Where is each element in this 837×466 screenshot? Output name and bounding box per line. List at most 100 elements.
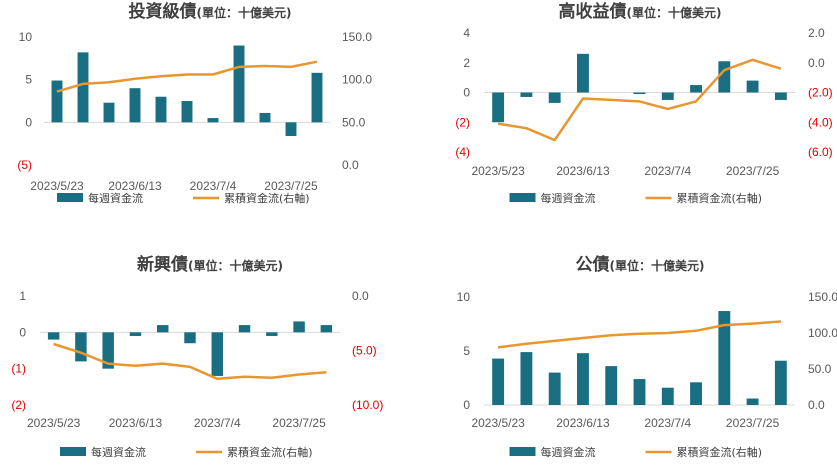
weekly-flow-bar: [293, 321, 305, 333]
legend-bar-label: 每週資金流: [91, 445, 146, 459]
x-tick-label: 2023/6/13: [109, 416, 163, 430]
weekly-flow-bar: [492, 358, 505, 405]
weekly-flow-bar: [520, 92, 533, 97]
y-left-tick-label: 1: [19, 289, 26, 303]
y-right-tick-label: 2.0: [808, 26, 825, 40]
y-right-tick-label: (4.0): [808, 115, 833, 129]
legend-line-label: 累積資金流(右軸): [677, 191, 763, 205]
y-right-tick-label: 150.0: [342, 30, 372, 44]
weekly-flow-bar: [211, 332, 223, 376]
x-tick-label: 2023/7/4: [644, 416, 691, 430]
weekly-flow-bar: [266, 332, 278, 336]
y-left-tick-label: 2: [463, 56, 470, 70]
legend-bar-swatch: [60, 447, 86, 456]
x-tick-label: 2023/6/13: [556, 164, 610, 178]
y-left-tick-label: (5): [17, 158, 32, 172]
y-left-tick-label: (1): [11, 362, 26, 376]
weekly-flow-bar: [577, 53, 589, 93]
weekly-flow-bar: [746, 398, 759, 405]
y-left-tick-label: (4): [455, 145, 470, 159]
weekly-flow-bar: [320, 325, 333, 333]
y-left-tick-label: 4: [463, 26, 470, 40]
y-right-tick-label: 0.0: [342, 158, 359, 172]
y-left-tick-label: 10: [457, 290, 471, 304]
weekly-flow-bar: [746, 80, 759, 93]
x-tick-label: 2023/7/4: [644, 164, 691, 178]
legend-bar-swatch: [509, 193, 536, 202]
x-tick-label: 2023/5/23: [471, 164, 525, 178]
weekly-flow-bar: [661, 92, 674, 100]
weekly-flow-bar: [129, 332, 142, 336]
weekly-flow-bar: [77, 52, 89, 123]
weekly-flow-bar: [285, 122, 297, 136]
y-left-tick-label: (2): [11, 398, 26, 412]
legend-bar-label: 每週資金流: [541, 191, 596, 205]
x-tick-label: 2023/5/23: [27, 416, 81, 430]
weekly-flow-bar: [520, 352, 533, 405]
chart-panel-4: 公債(單位：十億美元) 10 5 0 150.0 100.0 50.0 0.0 2023/5/2…: [457, 254, 837, 459]
cumulative-flow-line: [497, 58, 782, 142]
legend-line-label: 累積資金流(右軸): [677, 445, 763, 459]
weekly-flow-bar: [129, 88, 141, 123]
chart-panel-1: 投資級債(單位：十億美元) 10 5 0 (5) 150.0 100.0 50.0 0.0 202…: [17, 1, 372, 205]
y-left-tick-label: 0: [463, 398, 470, 412]
x-tick-label: 2023/7/4: [190, 179, 237, 193]
x-tick-label: 2023/6/13: [108, 179, 162, 193]
weekly-flow-bar: [718, 61, 731, 93]
y-left-tick-label: 0: [463, 86, 470, 100]
weekly-flow-bar: [184, 332, 196, 344]
weekly-flow-bar: [103, 102, 115, 123]
y-right-tick-label: 50.0: [808, 362, 832, 376]
weekly-flow-bar: [238, 325, 251, 333]
chart-title: 投資級債(單位：十億美元): [129, 1, 292, 22]
weekly-flow-bar: [157, 325, 169, 333]
y-right-tick-label: (2.0): [808, 86, 833, 100]
weekly-flow-bar: [259, 112, 271, 123]
weekly-flow-bar: [207, 118, 219, 123]
y-right-tick-label: (5.0): [352, 344, 377, 358]
chart-panel-2: 高收益債(單位：十億美元) 4 2 0 (2) (4) 2.0 0.0 (2.0) (4.0) (6…: [455, 1, 832, 205]
weekly-flow-bar: [774, 360, 787, 405]
x-tick-label: 2023/7/25: [726, 164, 780, 178]
weekly-flow-bar: [181, 101, 193, 123]
legend-line-label: 累積資金流(右軸): [224, 191, 310, 205]
chart-subtitle: (單位：十億美元): [188, 258, 283, 273]
y-left-tick-label: (2): [455, 115, 470, 129]
y-right-tick-label: 150.0: [808, 290, 837, 304]
weekly-flow-bar: [548, 372, 561, 405]
y-left-tick-label: 0: [19, 325, 26, 339]
weekly-flow-bar: [548, 92, 561, 103]
cumulative-flow-line: [56, 60, 318, 93]
legend-bar-label: 每週資金流: [88, 191, 143, 205]
x-tick-label: 2023/6/13: [556, 416, 610, 430]
x-tick-label: 2023/5/23: [30, 179, 84, 193]
legend-bar-swatch: [509, 447, 536, 456]
weekly-flow-bar: [233, 45, 245, 123]
y-right-tick-label: 0.0: [808, 398, 825, 412]
y-left-tick-label: 0: [25, 115, 32, 129]
weekly-flow-bar: [661, 387, 674, 405]
weekly-flow-bar: [102, 332, 114, 369]
y-right-tick-label: 0.0: [352, 289, 369, 303]
weekly-flow-bar: [75, 332, 87, 362]
chart-subtitle: (單位：十億美元): [197, 5, 292, 20]
x-tick-label: 2023/7/4: [194, 416, 241, 430]
weekly-flow-bar: [51, 80, 63, 123]
weekly-flow-bar: [774, 92, 787, 100]
chart-title: 新興債(單位：十億美元): [137, 254, 283, 275]
weekly-flow-bar: [718, 311, 731, 405]
weekly-flow-bar: [690, 382, 702, 405]
x-tick-label: 2023/7/25: [726, 416, 780, 430]
weekly-flow-bar: [633, 379, 646, 405]
chart-panel-3: 新興債(單位：十億美元) 1 0 (1) (2) 0.0 (5.0) (10.0) 2023/5…: [11, 254, 383, 459]
cumulative-flow-line: [497, 320, 781, 349]
weekly-flow-bar: [492, 92, 505, 123]
weekly-flow-bar: [577, 353, 589, 405]
x-tick-label: 2023/5/23: [471, 416, 525, 430]
y-left-tick-label: 10: [19, 30, 33, 44]
weekly-flow-bar: [633, 92, 646, 94]
chart-subtitle: (單位：十億美元): [627, 5, 722, 20]
legend-bar-swatch: [57, 193, 83, 202]
y-left-tick-label: 5: [463, 344, 470, 358]
